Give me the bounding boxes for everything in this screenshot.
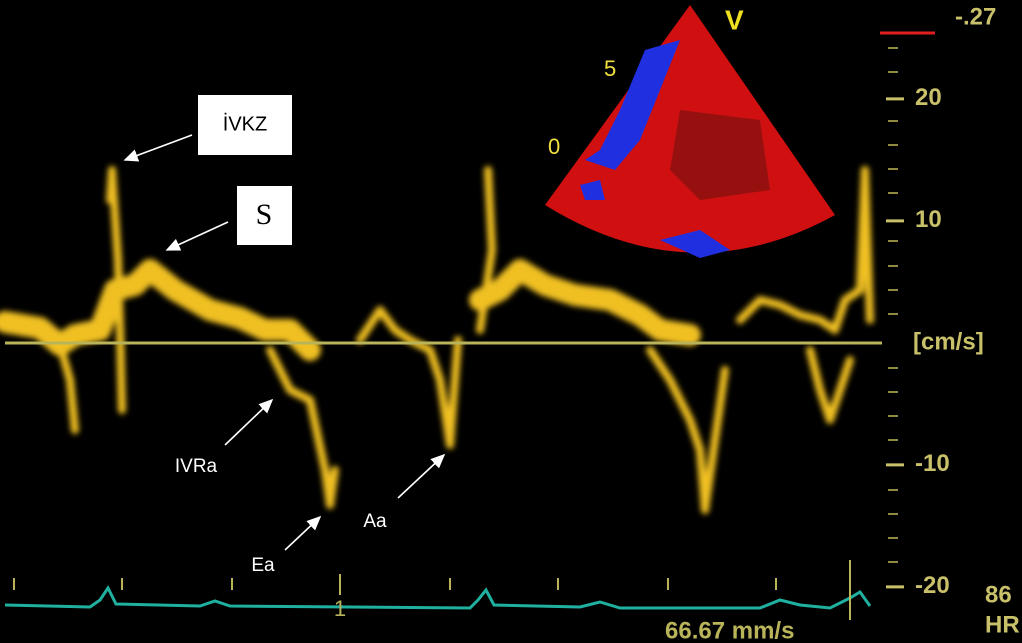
annotation-label: Ea (251, 555, 275, 576)
top-right-value: -.27 (955, 3, 996, 30)
depth-mark: 5 (604, 56, 616, 81)
velocity-unit: [cm/s] (913, 328, 984, 355)
sweep-speed: 66.67 mm/s (665, 617, 794, 643)
doppler-screen: V 5 0 -.27 [cm/s] İVKZ S IVRa Ea Aa 1 66… (0, 0, 1022, 643)
y-tick-label: -10 (915, 450, 950, 477)
sector-view-label: V (725, 4, 744, 35)
depth-mark: 0 (548, 134, 560, 159)
annotation-label: Aa (363, 511, 387, 532)
hr-value: 86 (985, 581, 1012, 608)
y-tick-label: 20 (915, 84, 942, 111)
hr-label: HR (985, 611, 1020, 638)
annotation-label: İVKZ (223, 112, 267, 135)
y-tick-label: -20 (915, 572, 950, 599)
annotation-label: S (256, 198, 273, 231)
ecg-marker: 1 (334, 596, 346, 621)
y-tick-label: 10 (915, 206, 942, 233)
annotation-label: IVRa (175, 456, 218, 477)
